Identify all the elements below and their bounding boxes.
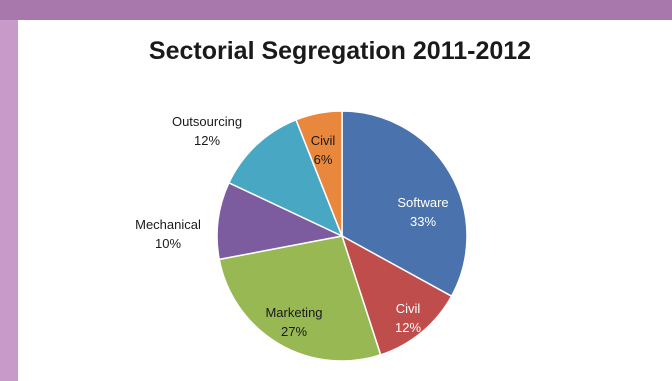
chart-panel: Sectorial Segregation 2011-2012 Software…: [18, 20, 672, 381]
pie-slice-software-0: [341, 110, 468, 298]
pie-slices: [216, 110, 468, 362]
top-bar: [0, 0, 672, 20]
pie-slice-mechanical-3: [216, 181, 345, 261]
chart-title: Sectorial Segregation 2011-2012: [149, 37, 531, 65]
data-label-marketing-2: Marketing 27%: [265, 305, 322, 339]
data-label-software-0: Software 33%: [397, 195, 448, 229]
pie-chart: Sectorial Segregation 2011-2012 Software…: [135, 37, 531, 362]
pie-slice-marketing-2: [218, 235, 382, 362]
data-label-civil-5: Civil 6%: [311, 133, 336, 167]
pie-slice-civil-1: [340, 234, 453, 356]
pie-slice-outsourcing-4: [227, 118, 344, 238]
pie-slice-civil-5: [295, 110, 343, 237]
data-label-outsourcing-4: Outsourcing 12%: [172, 114, 242, 148]
pie-labels: Software 33% Civil 12% Marketing 27% Mechanica…: [135, 114, 449, 339]
data-label-mechanical-3: Mechanical 10%: [135, 217, 201, 251]
data-label-civil-1: Civil 12%: [395, 301, 421, 335]
